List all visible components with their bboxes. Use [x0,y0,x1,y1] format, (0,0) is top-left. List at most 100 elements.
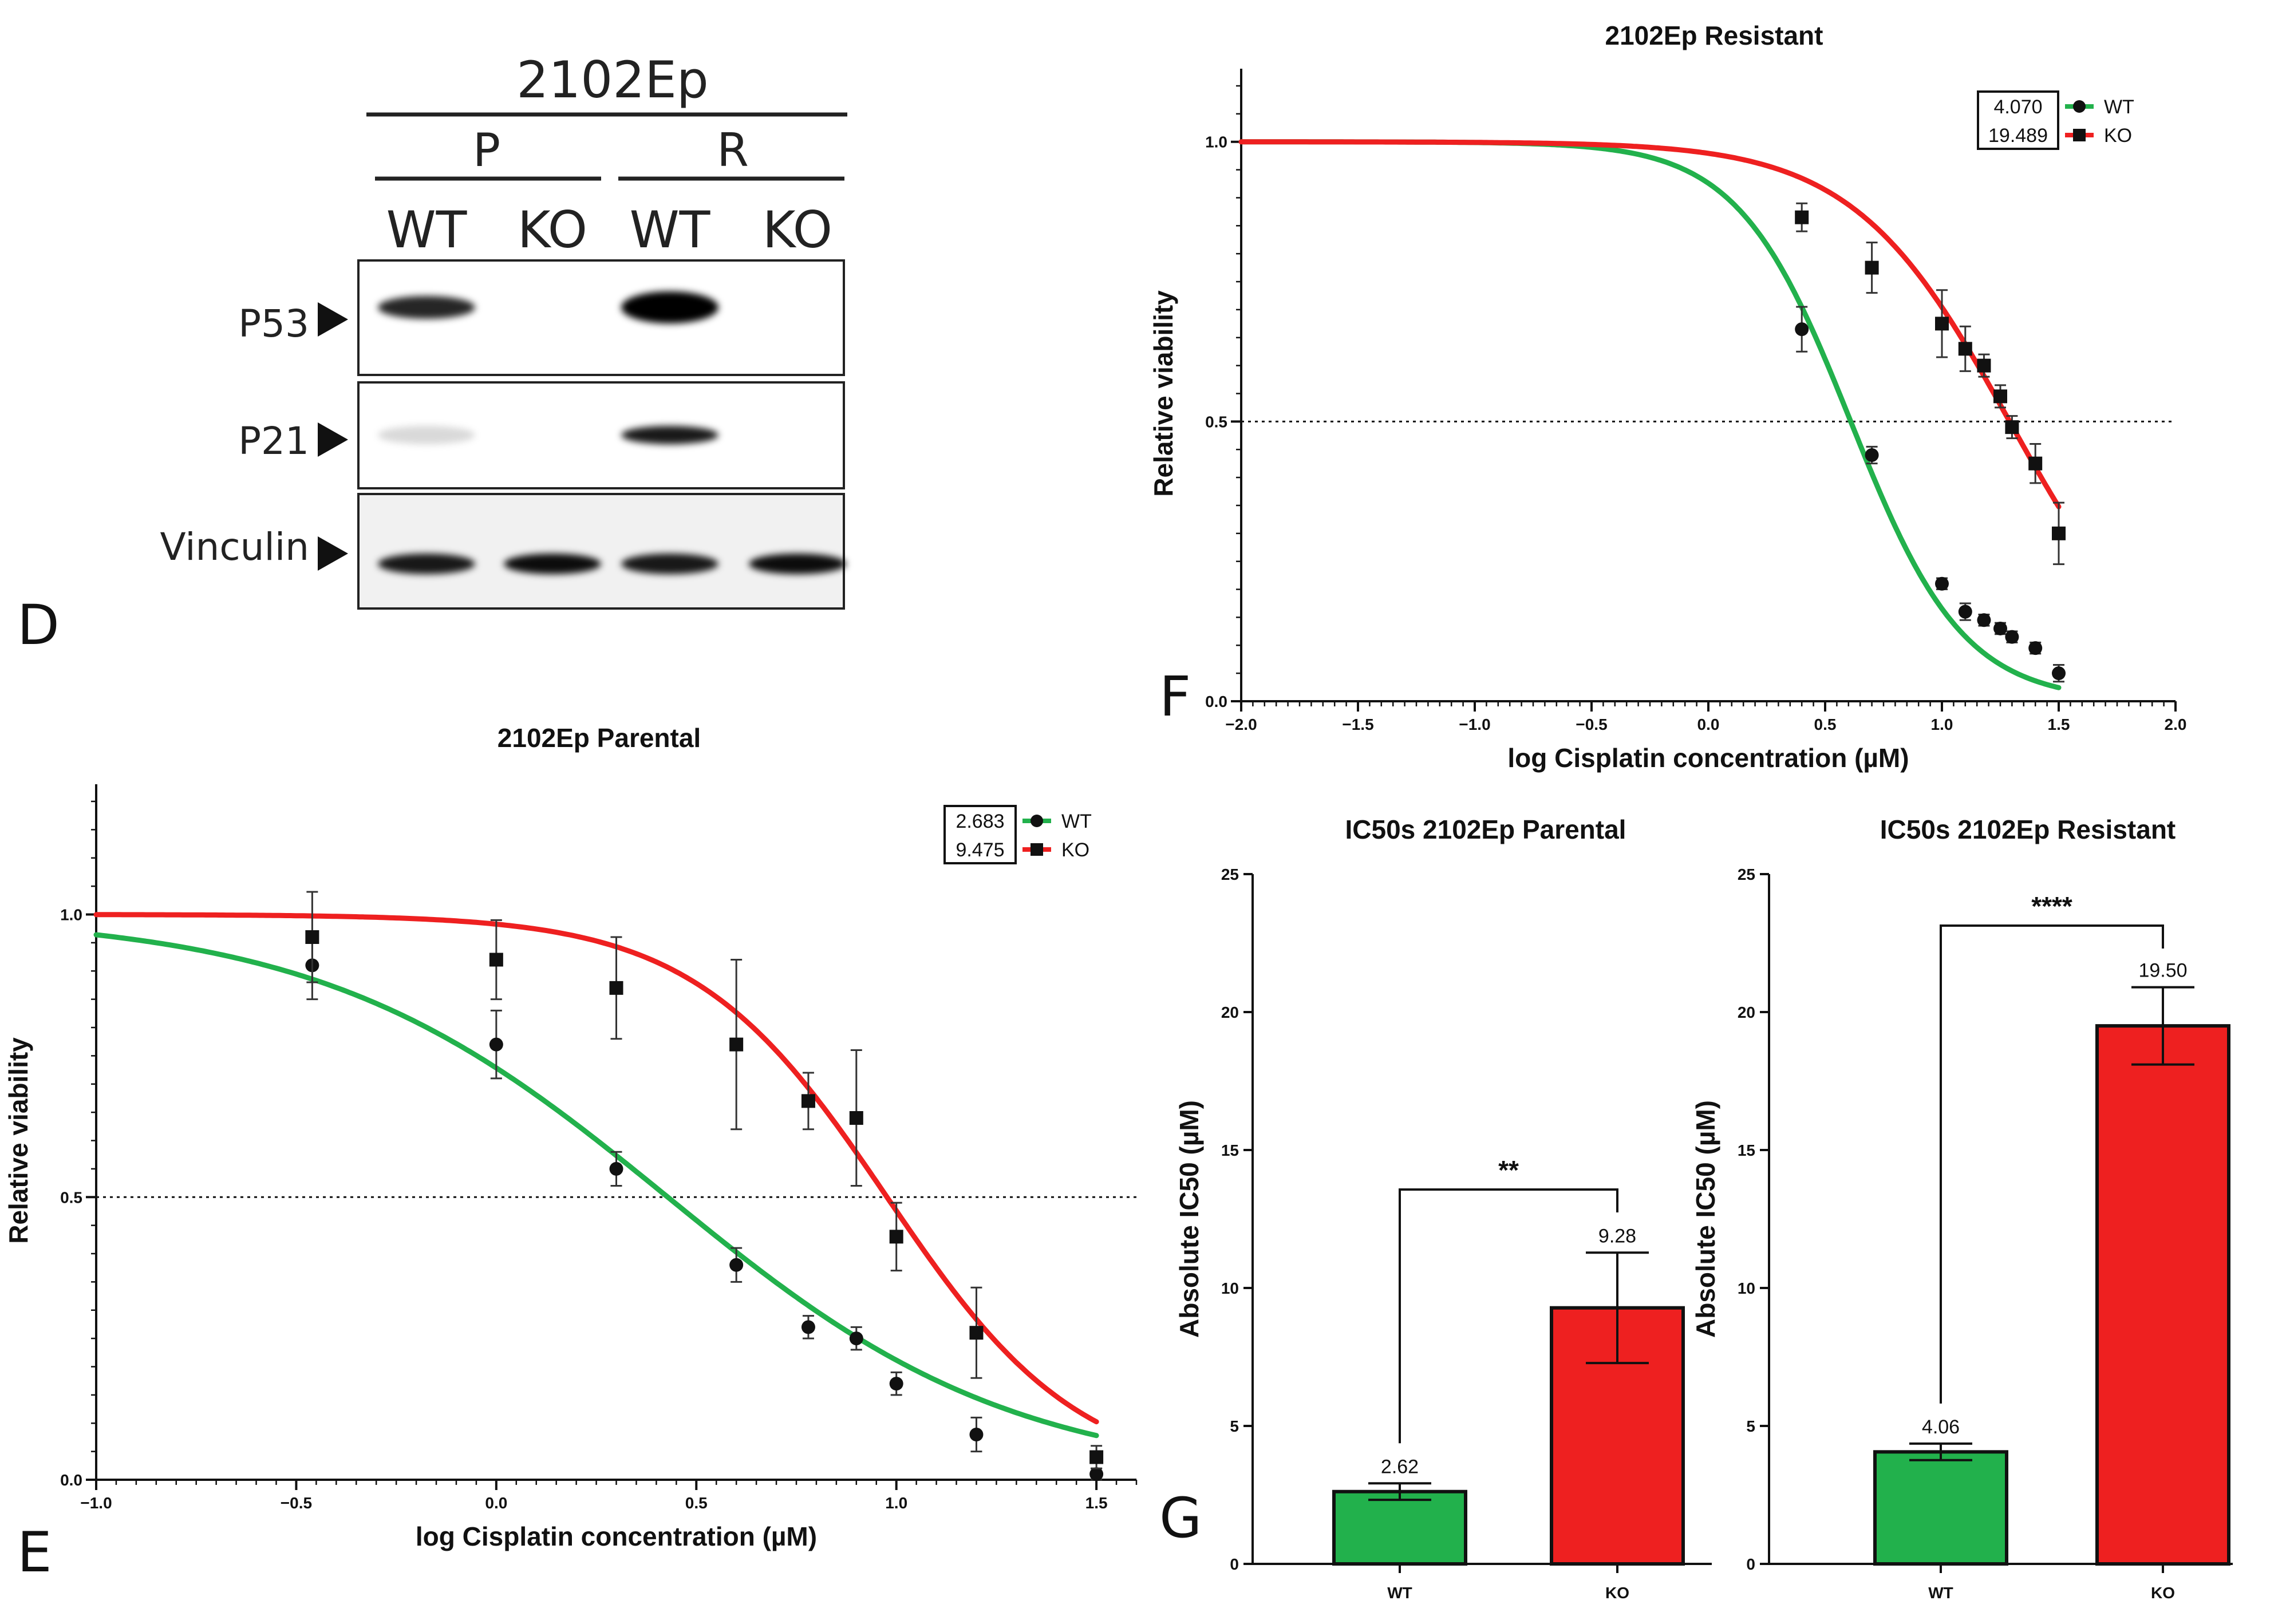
y-axis-label: Absolute IC50 (µM) [1691,1100,1720,1338]
wb-group-p: P [473,124,500,177]
chart-legend: 4.070 19.489 WT KO [1977,90,2134,150]
data-point-wt [1865,448,1879,462]
panel-letter-g: G [1159,1486,1202,1550]
x-tick-label: −1.0 [1459,716,1490,733]
data-point-wt [801,1320,815,1334]
chart-ic50-parental: IC50s 2102Ep Parental 0 5 10 15 20 25 Absolute … [1174,815,1712,1602]
y-tick-label: 5 [1746,1417,1755,1435]
data-point-ko [2005,420,2019,434]
x-tick-label: 1.0 [885,1494,907,1512]
legend-ic50-value: 2.683 [956,811,1004,832]
wb-lane-label: KO [763,200,832,259]
x-tick-label: 1.5 [1085,1494,1108,1512]
wb-band [621,291,718,323]
data-point-ko [2028,456,2043,471]
x-axis-label: log Cisplatin concentration (µM) [1507,743,1909,773]
x-tick-label: 0.5 [1814,716,1837,733]
chart-resistant-dose-response: 2102Ep Resistant −2.0 −1.5 −1.0 −0.5 0.0 0.5 1.… [1148,21,2186,773]
y-axis-label: Absolute IC50 (µM) [1174,1100,1204,1338]
data-point-wt [489,1037,503,1052]
legend-label-wt: WT [2104,96,2134,118]
wb-group-r: R [717,124,749,177]
legend-marker [1031,843,1043,856]
data-point-ko [1089,1450,1104,1464]
data-point-wt [1935,576,1949,591]
x-tick-label: 0.5 [685,1494,708,1512]
y-tick-label: 15 [1738,1141,1755,1159]
data-point-wt [1795,322,1809,337]
y-tick-label: 5 [1230,1417,1239,1435]
wb-band [504,554,601,574]
legend-marker [1031,815,1043,827]
legend-label-wt: WT [1061,811,1092,832]
x-tick-label: −2.0 [1225,716,1257,733]
panel-letter-d: D [17,593,60,657]
data-point-ko [1958,342,1972,356]
y-tick-label: 20 [1221,1003,1239,1021]
data-point-wt [1977,613,1991,627]
wb-band [378,296,475,319]
y-tick-label: 0.0 [1205,693,1227,710]
western-blot-panel: 2102Ep P R WT KO WT KO P53 P21 Vinculin [160,50,847,610]
y-tick-label: 0.5 [60,1188,82,1206]
chart-ic50-resistant: IC50s 2102Ep Resistant 0 5 10 15 20 25 Absolute… [1691,815,2233,1602]
wb-band [621,426,718,444]
x-tick-label: −0.5 [1576,716,1607,733]
legend-ic50-value: 19.489 [1988,125,2048,147]
y-tick-label: 0 [1230,1555,1239,1573]
data-point-ko [801,1094,815,1108]
bar-value-label: 2.62 [1381,1456,1419,1477]
curve-wt [93,932,1099,1439]
y-axis-label: Relative viability [3,1037,33,1244]
data-point-wt [969,1428,984,1441]
legend-ic50-value: 9.475 [956,839,1004,861]
data-point-ko [1977,358,1991,373]
data-point-ko [1935,317,1949,331]
x-tick-label: 1.0 [1931,716,1953,733]
data-point-ko [2052,526,2066,540]
x-tick-label: KO [1605,1584,1629,1602]
significance-bracket [1940,924,2164,1404]
data-point-ko [1865,260,1879,275]
data-point-ko [1993,389,2007,404]
data-point-ko [489,953,503,967]
wb-lane-label: KO [518,200,587,259]
y-axis-label: Relative viability [1148,290,1178,497]
wb-band [749,554,846,574]
y-tick-label: 0.0 [60,1471,82,1489]
data-point-wt [1993,621,2007,635]
chart-parental-dose-response: 2102Ep Parental −1.0 −0.5 0.0 0.5 1.0 1.5 0.0 0.… [3,723,1138,1551]
wb-band [378,426,475,444]
data-point-ko [609,981,623,995]
data-point-ko [1795,210,1809,224]
legend-marker [2073,129,2086,141]
data-point-wt [1958,604,1972,619]
data-point-ko [969,1326,984,1340]
data-point-wt [889,1377,903,1391]
data-point-wt [2005,630,2019,644]
wb-protein-label: P21 [238,419,309,463]
data-point-ko [889,1230,903,1244]
x-tick-label: KO [2151,1584,2175,1602]
wb-band [378,554,475,574]
x-tick-label: 0.0 [485,1494,507,1512]
curve-ko [93,912,1099,1425]
legend-label-ko: KO [1061,839,1089,861]
legend-value-box [943,805,1017,864]
x-tick-label: 0.0 [1697,716,1720,733]
x-axis-label: log Cisplatin concentration (µM) [416,1522,817,1551]
bar-wt [1332,1489,1467,1566]
legend-value-box [1977,90,2059,150]
y-tick-label: 20 [1738,1003,1755,1021]
legend-marker [2073,100,2086,113]
bar-value-label: 4.06 [1922,1416,1960,1438]
y-tick-label: 1.0 [60,906,82,924]
y-tick-label: 1.0 [1205,133,1227,151]
x-tick-label: 1.5 [2048,716,2070,733]
y-tick-label: 25 [1221,866,1239,883]
curve-ko [1238,139,2062,509]
wb-lane-label: WT [386,200,468,259]
data-point-wt [2028,641,2043,655]
wb-protein-label: P53 [238,302,309,346]
